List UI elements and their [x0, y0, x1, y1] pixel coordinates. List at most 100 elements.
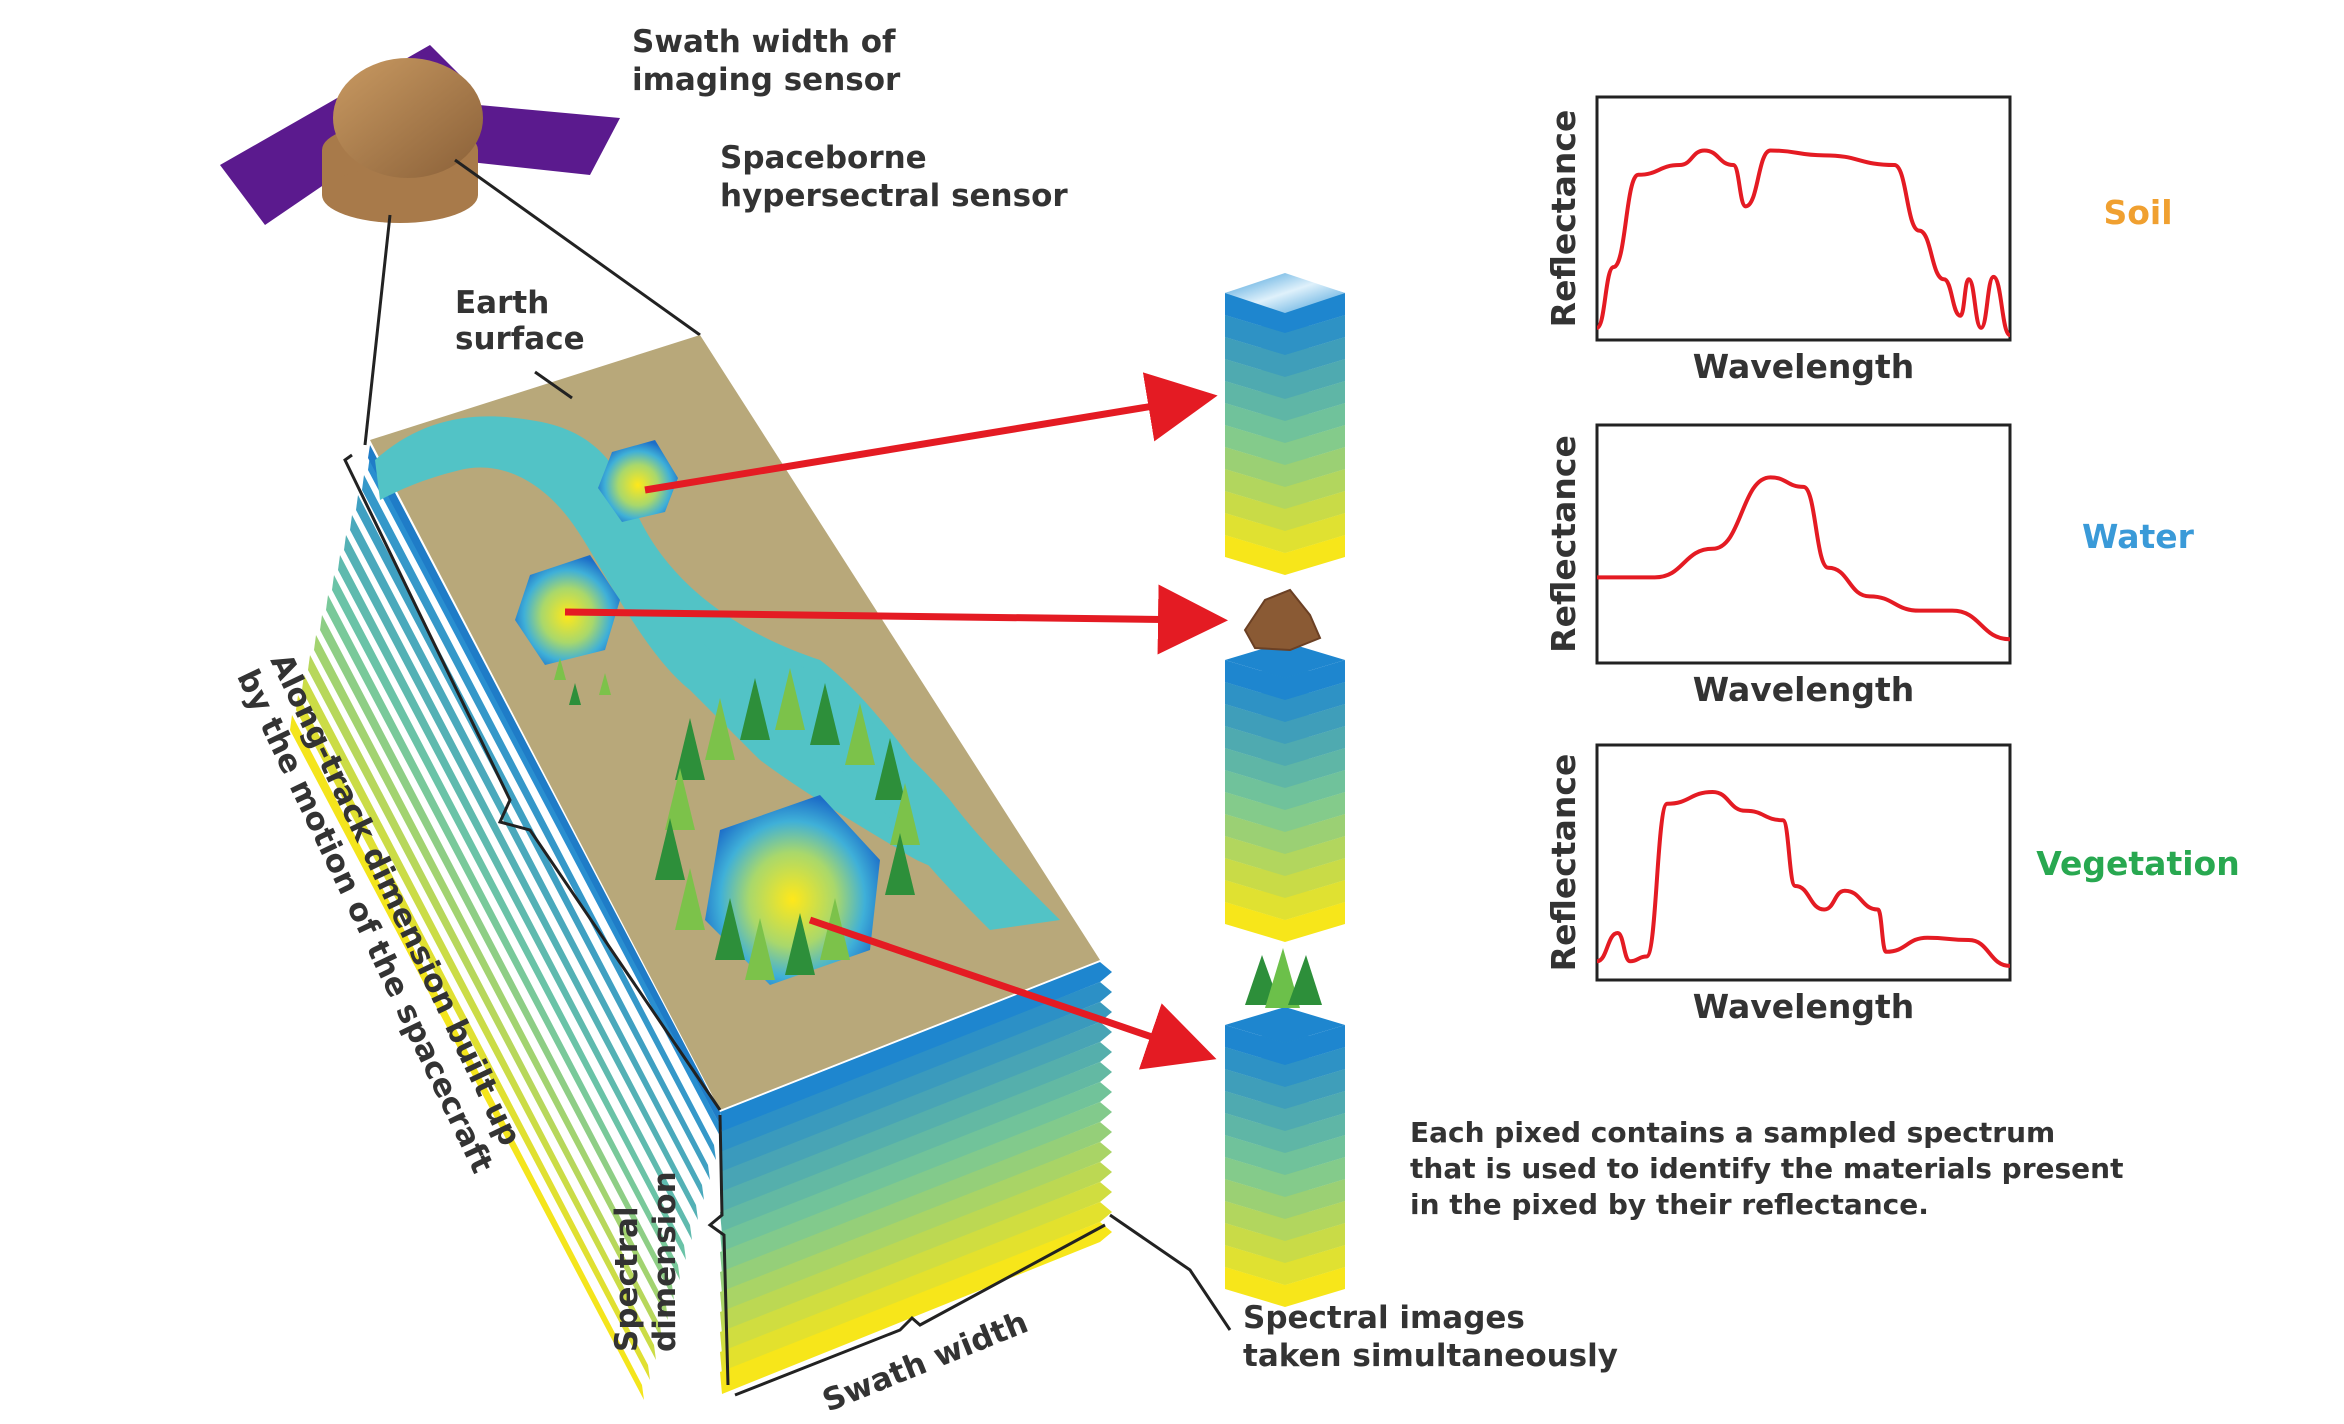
- spectral-layer-side: [1225, 726, 1345, 766]
- chart-frame: [1595, 743, 2012, 982]
- image-data-cube: [290, 335, 1112, 1400]
- cube-left-layer: [296, 695, 650, 1380]
- material-label: Vegetation: [2036, 844, 2239, 883]
- material-label: Water: [2082, 517, 2195, 556]
- cube-front-layer: [720, 1062, 1112, 1234]
- y-axis-label: Reflectance: [1544, 110, 1583, 328]
- chart-frame: [1595, 423, 2012, 665]
- spectral-layer-side: [1225, 1157, 1345, 1197]
- spectral-layer-side: [1225, 469, 1345, 509]
- tree-icon: [599, 673, 611, 695]
- spectral-layer-side: [1225, 814, 1345, 854]
- tree-icon: [810, 683, 840, 745]
- spectral-layer-side: [1225, 858, 1345, 898]
- chart-frame: [1595, 95, 2012, 342]
- y-axis-label: Reflectance: [1544, 754, 1583, 972]
- spectral-layer-side: [1225, 337, 1345, 377]
- cube-front-layer: [720, 1082, 1112, 1254]
- earth-surface-leader: [534, 370, 573, 400]
- spectral-dimension-line-2: dimension: [647, 1171, 683, 1352]
- tree-icon: [890, 783, 920, 845]
- cube-left-layer: [308, 655, 662, 1340]
- earth-surface-line-2: surface: [455, 321, 585, 357]
- spectral-layer-side: [1225, 1091, 1345, 1131]
- cube-front-layer: [720, 1042, 1112, 1214]
- material-label: Soil: [2103, 193, 2172, 232]
- tree-icon: [715, 898, 745, 960]
- cube-left-layer: [362, 475, 716, 1160]
- tree-icon: [675, 718, 705, 780]
- spectral-layer-side: [1225, 1245, 1345, 1285]
- spectral-layer-side: [1225, 1069, 1345, 1109]
- water-arrow: [644, 372, 1218, 494]
- tree-icon: [655, 818, 685, 880]
- tree-icon: [745, 918, 775, 980]
- reflectance-curve: [1596, 789, 2011, 968]
- vegetation-arrow: [808, 916, 1217, 1070]
- tree-icon: [675, 868, 705, 930]
- spectral-layer-side: [1225, 447, 1345, 487]
- swath-view-line-right: [454, 158, 701, 337]
- spectral-layer-side: [1225, 1047, 1345, 1087]
- spectral-layer-side: [1225, 748, 1345, 788]
- spectral-dimension-label: Spectral dimension: [609, 1171, 683, 1352]
- spectral-dimension-brace: [707, 1114, 730, 1386]
- chart-vegetation: Wavelength Reflectance Vegetation: [1544, 743, 2240, 1026]
- swath-width-brace: [734, 1223, 1106, 1397]
- cube-front-layer: [720, 962, 1112, 1134]
- cube-left-layer: [344, 535, 698, 1220]
- cube-left-layer: [368, 455, 722, 1140]
- swath-width-sensor-label: Swath width of imaging sensor: [632, 24, 906, 98]
- chart-water: Wavelength Reflectance Water: [1544, 423, 2195, 709]
- spectral-layer-side: [1225, 682, 1345, 722]
- tree-icon: [554, 658, 566, 680]
- cube-front-layer: [720, 1202, 1112, 1374]
- cube-left-layer: [350, 515, 704, 1200]
- x-axis-label: Wavelength: [1693, 670, 1914, 709]
- spectral-layer-side: [1225, 1267, 1345, 1307]
- swath-width-sensor-line-2: imaging sensor: [632, 62, 901, 98]
- tree-icon: [740, 678, 770, 740]
- soil-rock-icon: [1243, 588, 1322, 652]
- earth-surface-label: Earth surface: [455, 285, 585, 357]
- spectral-layer-side: [1225, 1113, 1345, 1153]
- x-axis-label: Wavelength: [1693, 347, 1914, 386]
- cube-front-layer: [720, 1142, 1112, 1314]
- cube-front-layer: [720, 1162, 1112, 1334]
- spectral-images-line-2: taken simultaneously: [1243, 1338, 1618, 1374]
- swath-view-line-left: [363, 214, 392, 446]
- chart-soil: Wavelength Reflectance Soil: [1544, 95, 2173, 386]
- cube-left-layer: [338, 555, 692, 1240]
- spectral-layer-side: [1225, 1135, 1345, 1175]
- reflectance-charts: Wavelength Reflectance Soil Wavelength Refle…: [1544, 95, 2240, 1026]
- earth-surface-line-1: Earth: [455, 285, 549, 321]
- spectral-layer-side: [1225, 1223, 1345, 1263]
- tree-icon: [885, 833, 915, 895]
- pixel-note-line-2: that is used to identify the materials p…: [1410, 1152, 2123, 1185]
- cube-front-layer: [720, 1022, 1112, 1194]
- pixel-note: Each pixed contains a sampled spectrum t…: [1410, 1116, 2133, 1221]
- pixel-spectral-columns: [1225, 273, 1345, 1307]
- spectral-layer-side: [1225, 792, 1345, 832]
- cube-front-layer: [720, 1222, 1112, 1394]
- y-axis-label: Reflectance: [1544, 435, 1583, 653]
- satellite-icon: [220, 45, 620, 225]
- spectral-layer-side: [1225, 403, 1345, 443]
- tree-icon: [785, 913, 815, 975]
- spectral-layer-side: [1225, 1025, 1345, 1065]
- tree-icon: [705, 698, 735, 760]
- cube-left-layer: [326, 595, 680, 1280]
- pixel-arrows: [564, 372, 1228, 1070]
- spectral-layer-side: [1225, 535, 1345, 575]
- spectral-layer-side: [1225, 880, 1345, 920]
- cube-front-layer: [720, 1182, 1112, 1354]
- pixel-note-line-1: Each pixed contains a sampled spectrum: [1410, 1116, 2055, 1149]
- water-pixel-hexagon: [598, 440, 678, 522]
- spectral-layer-side: [1225, 902, 1345, 942]
- spectral-layer-side: [1225, 1201, 1345, 1241]
- spaceborne-sensor-line-2: hypersectral sensor: [720, 178, 1068, 214]
- soil-arrow: [564, 584, 1228, 655]
- cube-front-layer: [720, 982, 1112, 1154]
- spectral-layer-side: [1225, 513, 1345, 553]
- vegetation-grass-icon: [1245, 948, 1322, 1008]
